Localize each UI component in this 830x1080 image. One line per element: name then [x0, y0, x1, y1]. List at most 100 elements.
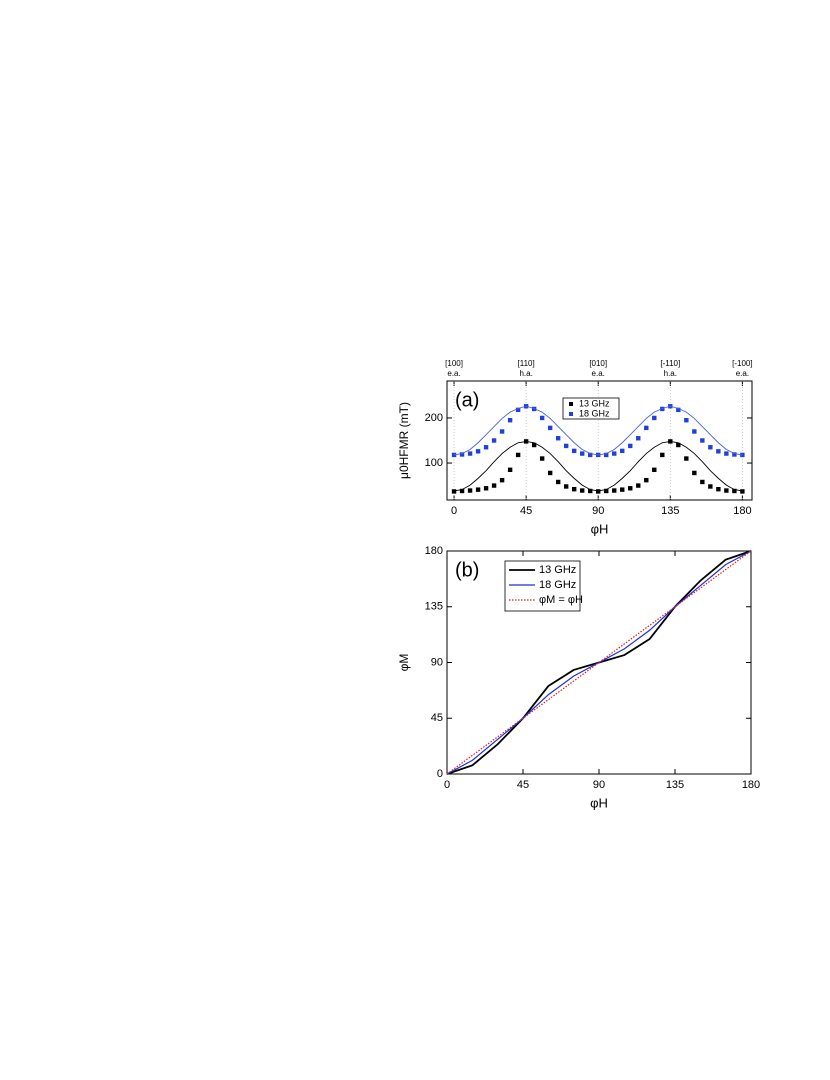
x-tick-label: 135	[661, 505, 679, 517]
data-point	[636, 483, 641, 488]
y-tick-label: 90	[431, 656, 443, 668]
data-point	[716, 449, 721, 454]
data-point	[644, 425, 649, 431]
data-point	[563, 484, 569, 489]
direction-note: h.a.	[664, 369, 677, 378]
data-point	[499, 477, 505, 483]
series-line	[453, 405, 743, 456]
x-axis-label: φH	[591, 521, 609, 536]
legend-label: 13 GHz	[539, 564, 576, 576]
data-point	[588, 488, 593, 494]
data-point	[579, 451, 585, 456]
data-point	[708, 484, 713, 489]
data-point	[475, 487, 481, 492]
direction-label: [-110]	[660, 359, 680, 368]
x-tick-label: 45	[517, 779, 529, 791]
direction-note: h.a.	[519, 369, 532, 378]
data-point	[515, 407, 521, 413]
data-point	[491, 483, 497, 488]
data-point	[636, 436, 641, 441]
data-point	[644, 477, 649, 483]
data-point	[588, 452, 593, 458]
plot-frame	[446, 380, 753, 501]
x-tick-label: 0	[444, 779, 450, 791]
y-tick-label: 135	[425, 601, 443, 613]
direction-label: [100]	[445, 359, 463, 368]
legend-marker	[569, 412, 573, 416]
data-point	[732, 488, 737, 494]
data-point	[604, 452, 609, 458]
data-point	[612, 488, 617, 493]
data-point	[724, 451, 729, 456]
data-point	[676, 407, 681, 413]
direction-label: [-100]	[732, 359, 752, 368]
data-point	[620, 448, 625, 454]
x-tick-label: 90	[593, 779, 605, 791]
data-point	[604, 488, 609, 494]
plot-frame	[446, 550, 752, 775]
data-point	[459, 488, 465, 494]
data-point	[555, 436, 561, 441]
data-point	[499, 429, 505, 434]
data-point	[676, 442, 681, 448]
data-point	[620, 487, 625, 492]
legend-label: 18 GHz	[579, 408, 610, 418]
data-point	[507, 467, 513, 472]
x-tick-label: 0	[451, 505, 457, 517]
data-point	[515, 452, 521, 458]
data-point	[579, 488, 585, 493]
direction-label: [110]	[518, 359, 535, 368]
data-point	[732, 452, 737, 457]
x-axis-label: φH	[590, 795, 608, 810]
data-point	[708, 445, 713, 450]
data-point	[628, 486, 633, 491]
data-point	[700, 438, 705, 443]
data-point	[571, 448, 577, 454]
data-point	[555, 479, 561, 485]
y-tick-label: 200	[425, 412, 443, 424]
legend-label: 13 GHz	[579, 398, 610, 408]
data-point	[571, 486, 577, 492]
direction-label: [010]	[589, 359, 607, 368]
x-tick-label: 45	[520, 505, 532, 517]
y-tick-label: 0	[437, 768, 443, 780]
legend-label: φM = φH	[539, 594, 583, 606]
panel-label: (a)	[455, 389, 479, 411]
data-point	[467, 451, 473, 456]
data-point	[483, 486, 489, 491]
data-point	[475, 449, 481, 454]
x-tick-label: 90	[592, 505, 604, 517]
data-point	[716, 486, 721, 492]
data-point	[692, 429, 697, 434]
panel-label: (b)	[455, 559, 479, 581]
data-point	[652, 467, 657, 472]
direction-note: e.a.	[592, 369, 605, 378]
data-point	[652, 415, 657, 421]
data-point	[539, 415, 545, 421]
data-point	[740, 489, 745, 494]
legend-marker	[569, 402, 573, 406]
data-point	[692, 470, 697, 476]
data-point	[539, 456, 545, 461]
direction-note: e.a.	[736, 369, 749, 378]
y-tick-label: 45	[431, 712, 443, 724]
legend-box	[562, 397, 620, 420]
data-point	[628, 443, 633, 449]
data-point	[660, 452, 665, 458]
x-tick-label: 180	[742, 779, 760, 791]
data-point	[724, 488, 729, 493]
legend-label: 18 GHz	[539, 579, 576, 591]
data-point	[563, 443, 569, 449]
series-line	[446, 550, 752, 775]
data-point	[483, 445, 489, 450]
data-point	[451, 452, 457, 458]
y-axis-label: φM	[397, 654, 411, 672]
data-point	[459, 452, 465, 457]
data-point	[491, 438, 497, 443]
series-line	[453, 440, 743, 492]
data-point	[700, 479, 705, 485]
data-point	[684, 418, 689, 423]
x-tick-label: 135	[666, 779, 684, 791]
direction-note: e.a.	[447, 369, 460, 378]
